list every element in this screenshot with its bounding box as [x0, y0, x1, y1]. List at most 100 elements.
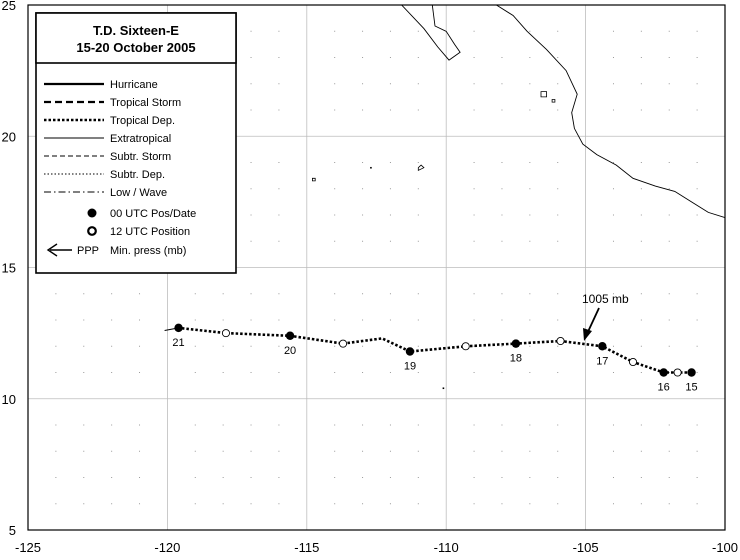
- grid-dot: [668, 162, 670, 163]
- grid-dot: [250, 83, 252, 85]
- grid-dot: [194, 503, 196, 505]
- island: [311, 177, 316, 182]
- grid-dot: [111, 450, 113, 452]
- grid-dot: [668, 109, 670, 111]
- grid-dot: [640, 477, 642, 478]
- grid-dot: [473, 424, 475, 426]
- grid-dot: [194, 477, 196, 478]
- legend-pressure-label: Min. press (mb): [110, 245, 186, 257]
- grid-dot: [529, 503, 531, 505]
- grid-dot: [473, 109, 475, 111]
- grid-dot: [501, 450, 503, 452]
- grid-dot: [612, 240, 614, 242]
- grid-dot: [668, 424, 670, 426]
- legend-label-tropical-dep: Tropical Dep.: [110, 115, 175, 127]
- grid-dot: [389, 319, 391, 321]
- island-speck: [370, 166, 372, 169]
- legend-label-12utc: 12 UTC Position: [110, 226, 190, 238]
- grid-dot: [362, 57, 364, 58]
- track-point-00utc: [687, 368, 696, 377]
- grid-dot: [501, 345, 503, 347]
- legend-arrowhead: [46, 243, 58, 257]
- track-date-label: 16: [658, 382, 670, 394]
- track-point-12utc: [628, 357, 638, 367]
- grid-dot: [334, 345, 336, 347]
- grid-dot: [640, 214, 642, 216]
- grid-dot: [557, 162, 559, 163]
- grid-dot: [696, 503, 698, 505]
- grid-dot: [612, 109, 614, 111]
- island: [540, 91, 547, 98]
- grid-dot: [668, 372, 670, 373]
- grid-dot: [696, 372, 698, 373]
- grid-dot: [529, 188, 531, 190]
- grid-dot: [362, 162, 364, 163]
- lon-tick-label: -110: [434, 540, 459, 555]
- grid-dot: [362, 188, 364, 190]
- grid-dot: [473, 83, 475, 85]
- grid-dot: [417, 30, 419, 32]
- grid-dot: [334, 240, 336, 242]
- grid-dot: [640, 162, 642, 163]
- track-point-00utc: [511, 339, 521, 348]
- grid-dot: [334, 109, 336, 111]
- track-point-00utc: [659, 368, 668, 377]
- track-point-00utc: [405, 347, 415, 356]
- grid-dot: [529, 30, 531, 32]
- grid-dot: [668, 30, 670, 32]
- grid-dot: [222, 424, 224, 426]
- grid-dot: [111, 424, 113, 426]
- grid-dot: [557, 214, 559, 216]
- grid-dot: [501, 188, 503, 190]
- grid-dot: [222, 293, 224, 295]
- min-pressure-annotation: 1005 mb: [582, 292, 629, 341]
- grid-dot: [334, 319, 336, 321]
- grid-dot: [529, 109, 531, 111]
- grid-dot: [334, 83, 336, 85]
- grid-dot: [612, 503, 614, 505]
- min-pressure-arrowhead: [583, 328, 592, 341]
- grid-dot: [362, 319, 364, 321]
- grid-dot: [250, 214, 252, 216]
- grid-dot: [473, 162, 475, 163]
- legend-subtitle: 15-20 October 2005: [76, 40, 195, 55]
- grid-dot: [557, 240, 559, 242]
- grid-dot: [668, 319, 670, 321]
- grid-dot: [278, 319, 280, 321]
- grid-dot: [222, 450, 224, 452]
- grid-dot: [557, 293, 559, 295]
- legend-label-hurricane: Hurricane: [110, 79, 158, 91]
- grid-dot: [111, 345, 113, 347]
- grid-dot: [362, 83, 364, 85]
- grid-dot: [250, 293, 252, 295]
- legend-label-low-wave: Low / Wave: [110, 187, 167, 199]
- grid-dot: [362, 109, 364, 111]
- grid-dot: [417, 503, 419, 505]
- grid-dot: [55, 424, 57, 426]
- grid-dot: [139, 319, 141, 321]
- island: [417, 164, 425, 172]
- grid-dot: [501, 109, 503, 111]
- grid-dot: [334, 503, 336, 505]
- grid-dot: [557, 188, 559, 190]
- track-point-12utc: [461, 342, 470, 351]
- grid-dot: [696, 109, 698, 111]
- grid-dot: [250, 319, 252, 321]
- grid-dot: [473, 450, 475, 452]
- grid-dot: [668, 293, 670, 295]
- grid-dot: [612, 450, 614, 452]
- grid-dot: [696, 83, 698, 85]
- track-point-12utc: [673, 368, 682, 377]
- grid-dot: [389, 293, 391, 295]
- grid-dot: [696, 293, 698, 295]
- grid-dot: [194, 372, 196, 373]
- grid-dot: [501, 30, 503, 32]
- grid-dot: [501, 214, 503, 216]
- grid-dot: [362, 214, 364, 216]
- track-date-label: 17: [596, 355, 608, 367]
- grid-dot: [111, 477, 113, 478]
- grid-dot: [83, 345, 85, 347]
- grid-dot: [194, 293, 196, 295]
- track-point-12utc: [556, 336, 565, 346]
- grid-dot: [250, 477, 252, 478]
